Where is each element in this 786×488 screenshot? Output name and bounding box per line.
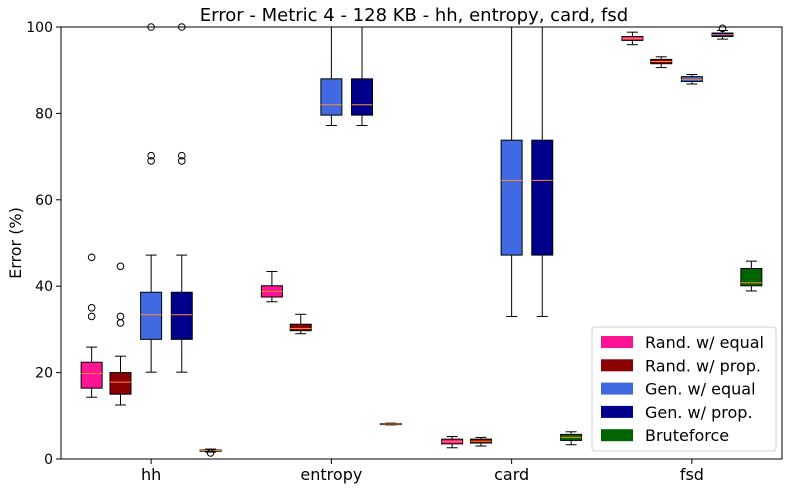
y-axis-label: Error (%) [6,207,25,279]
outlier-point [718,24,727,33]
box-entropy-5 [379,422,402,426]
outlier-point [206,449,215,457]
box-body [140,291,163,340]
box-card-5 [560,431,583,446]
outlier-point [116,319,125,327]
y-tick-label: 20 [35,366,53,382]
box-body [289,323,312,332]
y-tick-label: 40 [35,279,53,295]
x-tick-label: fsd [680,465,704,484]
outlier-point [116,312,125,321]
box-body [170,291,193,340]
box-hh-2 [109,262,132,406]
box-card-2 [469,436,492,447]
box-body [109,372,132,395]
box-body [500,139,523,256]
x-tick-label: entropy [300,465,362,484]
legend-label: Bruteforce [645,426,729,445]
box-card-3 [500,26,523,317]
legend-label: Rand. w/ equal [645,333,764,352]
box-body [80,361,103,389]
outlier-point [147,151,155,160]
outlier-point [87,312,96,321]
box-entropy-1 [260,271,283,303]
x-axis: hh entropy card fsd [141,459,704,484]
legend-label: Gen. w/ prop. [645,403,753,422]
box-card-1 [441,436,464,449]
outlier-point [116,262,125,271]
x-tick-label: card [494,465,529,484]
box-card-4 [531,26,554,317]
y-axis: 0 20 40 60 80 100 [26,20,61,468]
legend: Rand. w/ equal Rand. w/ prop. Gen. w/ equa… [591,326,777,452]
outlier-point [87,304,96,312]
box-entropy-3 [320,26,343,126]
plot-area [80,23,763,457]
box-fsd-5 [740,260,763,292]
box-body [531,139,554,256]
y-tick-label: 0 [44,452,53,468]
y-tick-label: 80 [35,106,53,122]
outlier-point [87,253,96,262]
box-entropy-4 [351,26,374,126]
legend-swatch [601,336,633,348]
box-body [740,267,763,287]
box-fsd-1 [621,31,644,46]
outlier-point [147,157,155,165]
outlier-point [177,157,186,165]
legend-swatch [601,382,633,395]
plot-frame [60,26,783,460]
x-tick-label: hh [141,465,161,484]
legend-swatch [601,429,633,442]
box-body [320,78,343,116]
legend-swatch [601,359,633,372]
box-fsd-3 [680,74,703,85]
box-body [351,78,374,116]
box-hh-4 [170,23,193,373]
box-hh-1 [80,253,103,398]
legend-frame [591,326,777,452]
y-tick-label: 60 [35,193,53,209]
box-hh-5 [199,448,222,457]
box-hh-3 [140,23,163,373]
legend-label: Gen. w/ equal [645,380,756,399]
legend-swatch [601,405,633,418]
box-fsd-4 [711,24,734,40]
box-entropy-2 [289,313,312,335]
outlier-point [177,151,186,160]
box-fsd-2 [650,56,673,69]
chart-title: Error - Metric 4 - 128 KB - hh, entropy,… [200,5,628,26]
legend-label: Rand. w/ prop. [645,356,761,375]
y-tick-label: 100 [26,20,53,36]
